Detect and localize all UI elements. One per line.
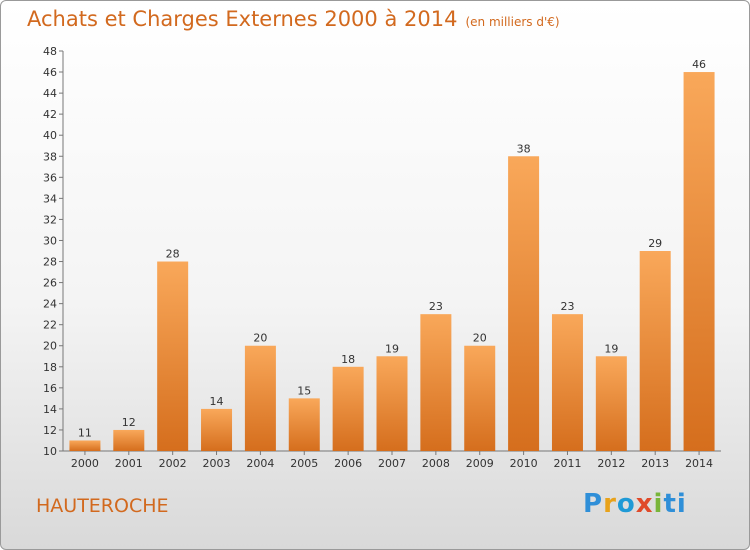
chart-title-main: Achats et Charges Externes 2000 à 2014 (27, 7, 458, 31)
data-label-2009: 20 (473, 332, 487, 345)
data-label-2012: 19 (604, 342, 618, 355)
bar-2003 (201, 408, 233, 451)
bar-2000 (69, 440, 101, 451)
data-label-2002: 28 (166, 248, 180, 261)
bar-2010 (508, 156, 540, 451)
x-tick-label-2010: 2010 (510, 457, 538, 470)
bar-2001 (113, 429, 145, 451)
y-tick-label: 38 (43, 150, 57, 163)
x-axis-ticks: 2000 2001 2002 2003 2004 2005 2006 2007 2008 2009… (71, 451, 713, 470)
bar-2004 (244, 345, 276, 451)
x-tick-label-2002: 2002 (159, 457, 187, 470)
data-label-2006: 18 (341, 353, 355, 366)
data-label-2008: 23 (429, 300, 443, 313)
y-tick-label: 10 (43, 445, 57, 458)
bar-2005 (288, 398, 320, 451)
bar-2012 (595, 356, 627, 451)
y-tick-label: 16 (43, 382, 57, 395)
y-tick-label: 30 (43, 234, 57, 247)
logo-letter: o (616, 489, 636, 519)
x-tick-label-2006: 2006 (334, 457, 362, 470)
bar-series: 11 12 28 14 20 15 18 19 23 20 38 23 19 29 46 (69, 58, 715, 451)
logo-letter: r (603, 489, 617, 519)
place-name: HAUTEROCHE (36, 495, 169, 517)
y-tick-label: 32 (43, 213, 57, 226)
y-tick-label: 22 (43, 319, 57, 332)
x-tick-label-2000: 2000 (71, 457, 99, 470)
bar-2009 (464, 345, 496, 451)
y-tick-label: 44 (43, 87, 57, 100)
x-tick-label-2005: 2005 (290, 457, 318, 470)
bar-2007 (376, 356, 408, 451)
y-axis-ticks: 10 12 14 16 18 20 22 24 26 28 30 32 34 36 38 40 42 44 46 48 (43, 45, 63, 458)
logo-letter: x (635, 489, 654, 519)
data-label-2003: 14 (210, 395, 224, 408)
x-tick-label-2014: 2014 (685, 457, 713, 470)
y-tick-label: 28 (43, 256, 57, 269)
bar-2006 (332, 366, 364, 451)
data-label-2010: 38 (517, 142, 531, 155)
data-label-2004: 20 (253, 332, 267, 345)
x-tick-label-2004: 2004 (246, 457, 274, 470)
chart-title: Achats et Charges Externes 2000 à 2014 (e… (27, 7, 560, 31)
logo-letter: i (653, 489, 664, 519)
y-tick-label: 36 (43, 171, 57, 184)
data-label-2014: 46 (692, 58, 706, 71)
data-label-2013: 29 (648, 237, 662, 250)
bar-2014 (683, 72, 715, 451)
x-tick-label-2003: 2003 (203, 457, 231, 470)
logo-letter: i (676, 489, 687, 519)
y-tick-label: 14 (43, 403, 57, 416)
x-tick-label-2009: 2009 (466, 457, 494, 470)
chart-title-unit: (en milliers d'€) (465, 15, 560, 29)
y-tick-label: 12 (43, 424, 57, 437)
bar-2013 (639, 251, 671, 451)
x-tick-label-2012: 2012 (597, 457, 625, 470)
x-tick-label-2011: 2011 (553, 457, 581, 470)
bar-2011 (551, 314, 583, 451)
y-tick-label: 26 (43, 277, 57, 290)
data-label-2007: 19 (385, 342, 399, 355)
y-tick-label: 42 (43, 108, 57, 121)
y-tick-label: 46 (43, 66, 57, 79)
data-label-2000: 11 (78, 426, 92, 439)
y-tick-label: 18 (43, 361, 57, 374)
logo-letter: P (583, 489, 604, 519)
data-label-2005: 15 (297, 384, 311, 397)
bar-2008 (420, 314, 452, 451)
y-tick-label: 34 (43, 192, 57, 205)
x-tick-label-2007: 2007 (378, 457, 406, 470)
x-tick-label-2013: 2013 (641, 457, 669, 470)
y-tick-label: 40 (43, 129, 57, 142)
x-tick-label-2001: 2001 (115, 457, 143, 470)
proxiti-logo: Proxiti (583, 489, 687, 519)
data-label-2001: 12 (122, 416, 136, 429)
x-tick-label-2008: 2008 (422, 457, 450, 470)
data-label-2011: 23 (560, 300, 574, 313)
y-tick-label: 48 (43, 45, 57, 58)
y-tick-label: 24 (43, 298, 57, 311)
y-tick-label: 20 (43, 340, 57, 353)
bar-2002 (157, 261, 189, 451)
logo-letter: t (663, 489, 677, 519)
